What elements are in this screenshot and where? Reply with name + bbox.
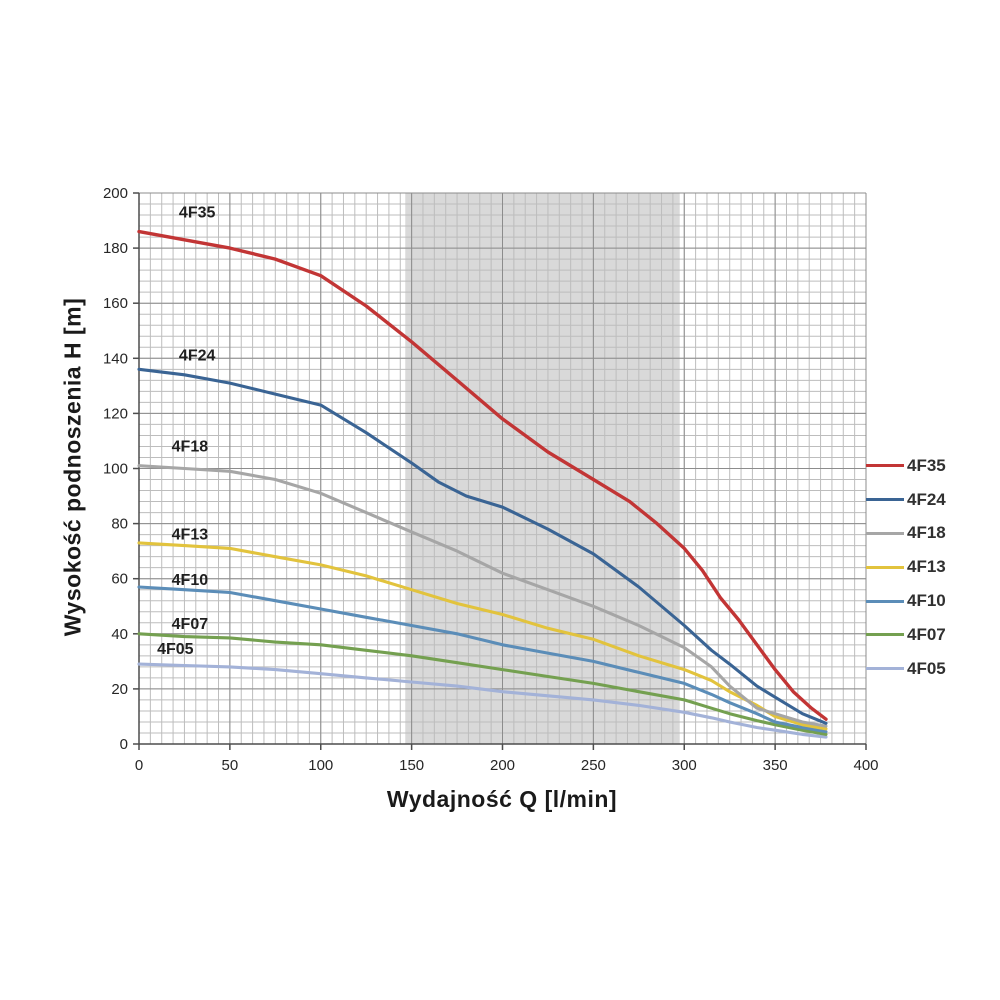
legend-swatch-4F10 <box>866 599 904 603</box>
legend-swatch-4F24 <box>866 498 904 502</box>
legend-swatch-4F35 <box>866 464 904 468</box>
y-tick-label: 200 <box>103 185 128 202</box>
legend-item-4F35: 4F35 <box>866 449 946 483</box>
legend-swatch-4F18 <box>866 531 904 535</box>
y-tick-label: 80 <box>111 516 128 533</box>
curve-4F05 <box>137 662 828 739</box>
curve-label-4F13: 4F13 <box>172 527 209 544</box>
x-tick-label: 350 <box>763 757 788 774</box>
y-tick-label: 160 <box>103 295 128 312</box>
legend-swatch-4F13 <box>866 565 904 569</box>
curve-4F07 <box>137 632 828 736</box>
curve-label-4F10: 4F10 <box>172 572 209 589</box>
legend-label-4F35: 4F35 <box>907 455 946 475</box>
curve-label-4F24: 4F24 <box>179 348 216 365</box>
legend-label-4F13: 4F13 <box>907 557 946 577</box>
y-tick-label: 20 <box>111 681 128 698</box>
y-tick-label: 120 <box>103 405 128 422</box>
y-tick-label: 100 <box>103 461 128 478</box>
curve-4F24 <box>137 367 828 725</box>
x-tick-label: 300 <box>672 757 697 774</box>
legend: 4F35 4F24 4F18 4F13 4F10 4F07 4F05 <box>866 449 946 686</box>
legend-item-4F24: 4F24 <box>866 483 946 517</box>
legend-label-4F24: 4F24 <box>907 489 946 509</box>
y-tick-label: 40 <box>111 626 128 643</box>
y-tick-label: 60 <box>111 571 128 588</box>
x-tick-label: 400 <box>853 757 878 774</box>
curve-label-4F07: 4F07 <box>172 616 209 633</box>
legend-swatch-4F07 <box>866 633 904 637</box>
x-tick-label: 50 <box>222 757 239 774</box>
x-tick-label: 100 <box>308 757 333 774</box>
curve-4F10 <box>137 585 828 734</box>
x-tick-label: 200 <box>490 757 515 774</box>
curve-4F13 <box>137 541 828 731</box>
curve-label-4F05: 4F05 <box>157 641 194 658</box>
y-tick-label: 180 <box>103 240 128 257</box>
legend-label-4F18: 4F18 <box>907 523 946 543</box>
legend-label-4F10: 4F10 <box>907 591 946 611</box>
legend-item-4F07: 4F07 <box>866 618 946 652</box>
x-tick-label: 250 <box>581 757 606 774</box>
curve-label-4F18: 4F18 <box>172 438 209 455</box>
legend-item-4F18: 4F18 <box>866 517 946 551</box>
x-tick-label: 0 <box>135 757 143 774</box>
legend-item-4F10: 4F10 <box>866 584 946 618</box>
legend-label-4F07: 4F07 <box>907 624 946 644</box>
legend-swatch-4F05 <box>866 667 904 671</box>
legend-label-4F05: 4F05 <box>907 658 946 678</box>
legend-item-4F05: 4F05 <box>866 652 946 686</box>
curve-4F35 <box>137 229 828 721</box>
y-axis-title: Wysokość podnoszenia H [m] <box>59 297 86 637</box>
curve-label-4F35: 4F35 <box>179 204 216 221</box>
curve-4F18 <box>137 464 828 728</box>
y-tick-label: 140 <box>103 350 128 367</box>
x-tick-label: 150 <box>399 757 424 774</box>
y-tick-label: 0 <box>120 736 128 753</box>
x-axis-title: Wydajność Q [l/min] <box>386 786 618 812</box>
legend-item-4F13: 4F13 <box>866 550 946 584</box>
